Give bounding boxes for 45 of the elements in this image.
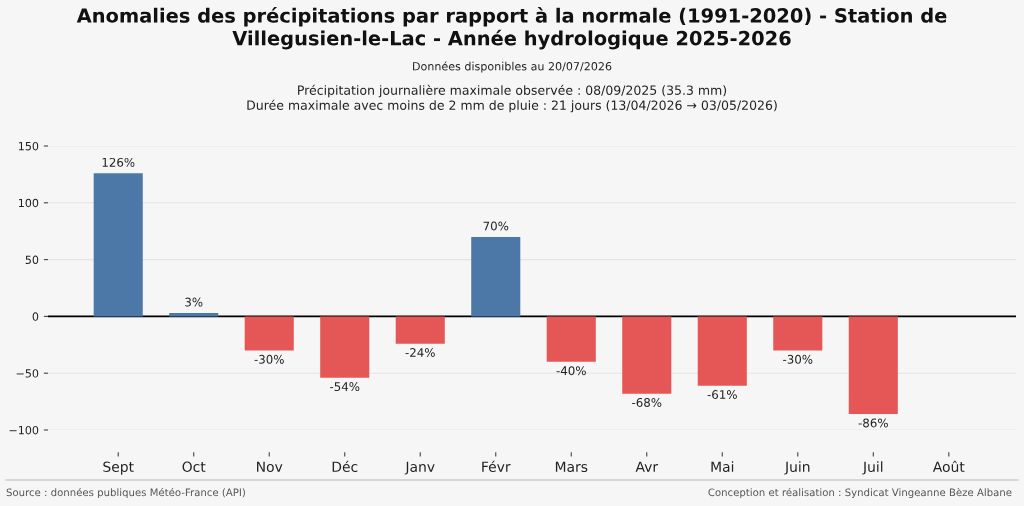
bar bbox=[773, 316, 823, 351]
y-tick-label: −100 bbox=[9, 425, 39, 435]
x-tick-label: Févr bbox=[482, 460, 511, 472]
y-tick-label: 100 bbox=[18, 198, 39, 208]
bar bbox=[395, 316, 445, 344]
bar bbox=[697, 316, 747, 386]
bar bbox=[93, 173, 143, 317]
data-label: -68% bbox=[632, 398, 662, 407]
data-label: 3% bbox=[185, 297, 203, 307]
bar bbox=[622, 316, 672, 394]
chart-subtitle: Données disponibles au 20/07/2026 bbox=[413, 61, 612, 73]
text: Durée maximale avec moins de 2 mm de pluie : 21 jours (13/04/2026 → 03/05/2026) bbox=[247, 99, 777, 113]
x-tick-label: Janv bbox=[404, 461, 435, 475]
x-tick-label: Mars bbox=[555, 461, 588, 472]
bar bbox=[320, 316, 370, 378]
x-tick-label: Août bbox=[932, 460, 965, 472]
bar bbox=[471, 236, 521, 317]
bar bbox=[244, 316, 294, 351]
x-tick-label: Mai bbox=[711, 461, 734, 472]
data-label: 70% bbox=[483, 221, 509, 231]
text: Précipitation journalière maximale observée : 08/09/2025 (35.3 mm) bbox=[298, 84, 727, 98]
data-label: -30% bbox=[783, 354, 813, 364]
x-tick-label: Déc bbox=[332, 460, 358, 472]
data-label: -40% bbox=[556, 366, 586, 376]
y-tick-label: −50 bbox=[16, 369, 39, 378]
y-tick-label: 150 bbox=[18, 141, 39, 151]
x-tick-label: Juin bbox=[784, 461, 810, 475]
y-tick-label: 0 bbox=[32, 312, 39, 321]
x-tick-label: Juil bbox=[862, 461, 883, 475]
data-label: 126% bbox=[102, 157, 135, 167]
y-tick-label: 50 bbox=[25, 255, 39, 264]
x-tick-label: Oct bbox=[182, 461, 206, 472]
chart-title: Anomalies des précipitations par rapport à la normale (1991-2020) - Station de Villegusien-le-Lac - Année hydrologique 2025-2026 bbox=[76, 7, 947, 50]
source-note: Source : données publiques Météo-France (API) bbox=[6, 487, 245, 499]
bar bbox=[848, 316, 898, 415]
data-label: -61% bbox=[707, 390, 737, 399]
data-label: -24% bbox=[405, 348, 435, 357]
data-label: -54% bbox=[330, 382, 360, 392]
data-label: -86% bbox=[858, 418, 888, 428]
bar bbox=[546, 316, 596, 362]
x-tick-label: Nov bbox=[257, 461, 283, 472]
data-label: -30% bbox=[254, 354, 284, 364]
x-tick-label: Avr bbox=[635, 461, 659, 472]
x-tick-label: Sept bbox=[103, 461, 134, 475]
text: Conception et réalisation : Syndicat Vingeanne Bèze Albane bbox=[708, 487, 1012, 499]
